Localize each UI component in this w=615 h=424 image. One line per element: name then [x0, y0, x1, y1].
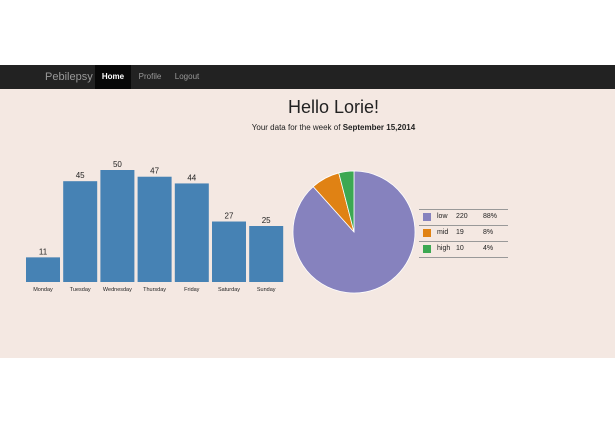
- bar-value-label: 25: [262, 216, 271, 225]
- legend-label: low: [437, 213, 448, 220]
- pie-legend: low 220 88% mid 19 8% high 10 4%: [419, 209, 508, 258]
- legend-value: 19: [456, 229, 464, 236]
- legend-swatch-high: [423, 245, 431, 253]
- nav-item-profile[interactable]: Profile: [138, 72, 162, 81]
- legend-label: mid: [437, 229, 449, 236]
- bar-value-label: 27: [225, 212, 234, 221]
- legend-row-high: high 10 4%: [419, 241, 508, 258]
- bar-value-label: 11: [39, 247, 48, 256]
- legend-value: 10: [456, 245, 464, 252]
- week-prefix: Your data for the week of: [251, 123, 341, 132]
- bar-thursday: [137, 176, 172, 282]
- legend-percent: 8%: [483, 229, 494, 236]
- bar-value-label: 45: [76, 171, 85, 180]
- bar-value-label: 44: [187, 173, 196, 182]
- bar-value-label: 47: [150, 167, 159, 176]
- legend-percent: 88%: [483, 213, 498, 220]
- x-tick-label: Monday: [33, 287, 53, 293]
- bar-tuesday: [63, 181, 98, 282]
- bar-sunday: [249, 226, 284, 282]
- x-tick-label: Sunday: [257, 287, 276, 293]
- x-tick-label: Saturday: [218, 287, 240, 293]
- week-date: September 15,2014: [342, 123, 416, 132]
- legend-label: high: [437, 245, 451, 252]
- legend-value: 220: [456, 213, 468, 220]
- nav-item-logout[interactable]: Logout: [174, 72, 200, 81]
- legend-percent: 4%: [483, 245, 494, 252]
- pie-slice-high: [338, 170, 355, 233]
- nav-item-home[interactable]: Home: [95, 65, 131, 89]
- week-subtitle: Your data for the week of September 15,2…: [0, 123, 615, 132]
- bar-monday: [26, 257, 60, 282]
- x-tick-label: Friday: [184, 287, 200, 293]
- brand-logo[interactable]: Pebilepsy: [45, 71, 93, 83]
- legend-swatch-low: [423, 213, 431, 221]
- x-tick-label: Thursday: [143, 287, 166, 293]
- legend-swatch-mid: [423, 229, 431, 237]
- x-tick-label: Wednesday: [103, 287, 132, 293]
- bar-friday: [174, 183, 209, 282]
- legend-row-low: low 220 88%: [419, 209, 508, 225]
- bar-saturday: [212, 221, 246, 282]
- bar-wednesday: [100, 170, 135, 282]
- navbar: Pebilepsy Home Profile Logout: [0, 65, 615, 89]
- legend-row-mid: mid 19 8%: [419, 225, 508, 241]
- bar-value-label: 50: [113, 160, 122, 169]
- x-tick-label: Tuesday: [70, 287, 91, 293]
- greeting-title: Hello Lorie!: [287, 97, 380, 117]
